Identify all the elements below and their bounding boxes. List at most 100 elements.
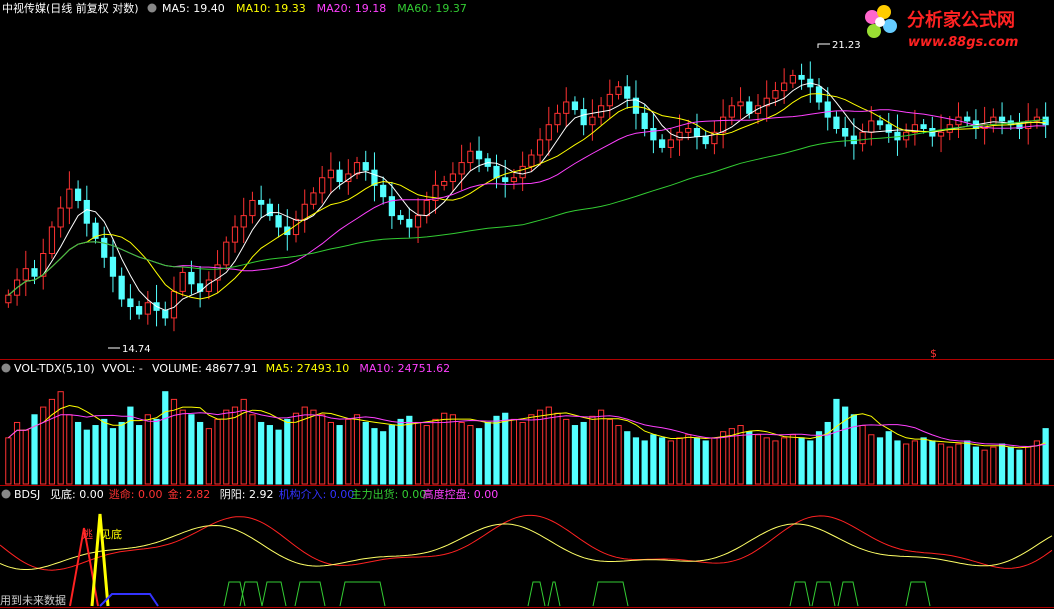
candle-body <box>702 135 709 145</box>
candle-body <box>92 222 99 239</box>
volume-bar <box>214 418 221 485</box>
candle-body <box>685 127 692 133</box>
volume-bar <box>868 434 875 485</box>
candle-body <box>990 116 997 126</box>
volume-bar <box>92 425 99 485</box>
volume-bar <box>179 409 186 485</box>
candle-body <box>911 124 919 133</box>
candle-body <box>458 162 465 175</box>
indicator-red-line <box>0 514 1053 571</box>
volume-bar <box>66 414 73 485</box>
volume-bar <box>929 440 936 485</box>
candle-body <box>170 290 178 319</box>
volume-bar <box>702 440 709 485</box>
candle-body <box>74 188 82 201</box>
candle-body <box>423 199 430 217</box>
ma-legend-item-1: MA10: 19.33 <box>236 2 306 15</box>
ma-legend-item-3: MA60: 19.37 <box>397 2 467 15</box>
volume-bar <box>327 421 334 485</box>
candle-body <box>920 124 927 129</box>
volume-bar <box>40 406 47 485</box>
high-price-label: 21.23 <box>832 40 861 51</box>
volume-bar <box>397 418 404 485</box>
volume-bar <box>728 428 735 485</box>
ma5-line <box>8 82 1046 311</box>
volume-vvol: VVOL: - <box>102 362 143 375</box>
candle-body <box>824 101 831 118</box>
volume-ma-lines <box>8 404 1046 449</box>
volume-bar <box>859 425 866 485</box>
moving-average-lines <box>8 82 1046 311</box>
candle-body <box>650 127 657 141</box>
candle-body <box>475 150 483 160</box>
signal-marker: $ <box>930 347 937 360</box>
volume-bar <box>789 434 796 485</box>
main-force-trapezoid <box>547 581 561 607</box>
volume-bar <box>946 446 953 485</box>
candle-body <box>606 93 613 107</box>
candle-body <box>754 105 762 114</box>
volume-bar <box>571 425 579 485</box>
candle-body <box>658 139 666 148</box>
candle-body <box>580 109 587 126</box>
volume-bar <box>955 443 962 485</box>
volume-bar <box>981 449 988 485</box>
vol-settings-icon[interactable] <box>1 363 11 373</box>
volume-bar <box>563 418 570 485</box>
volume-bar <box>310 409 317 485</box>
volume-indicator-name: VOL-TDX(5,10) <box>14 362 95 375</box>
volume-bar <box>353 414 361 485</box>
volume-bar <box>31 414 38 485</box>
volume-bar <box>876 437 884 485</box>
candle-body <box>833 116 840 129</box>
candle-body <box>536 139 544 156</box>
volume-bar <box>990 446 997 485</box>
volume-bar <box>519 421 526 485</box>
candle-body <box>223 241 230 266</box>
indicator-legend-item-6: 高度控盘: 0.00 <box>423 487 499 501</box>
candle-body <box>615 86 622 95</box>
main-force-trapezoid <box>837 581 859 607</box>
volume-bar <box>754 434 762 485</box>
volume-bar <box>650 434 657 485</box>
ind-settings-icon[interactable] <box>1 489 11 499</box>
volume-bar <box>502 412 509 485</box>
volume-bar <box>266 425 273 485</box>
candle-body <box>998 116 1006 122</box>
candle-body <box>414 215 422 228</box>
volume-bar <box>284 418 291 485</box>
volume-bar <box>301 406 308 485</box>
candle-body <box>632 97 640 114</box>
volume-bar <box>720 431 727 485</box>
volume-bar <box>5 437 12 485</box>
indicator-legend-item-4: 机构介入: 0.00 <box>279 487 355 501</box>
candle-body <box>249 199 256 217</box>
candle-body <box>362 162 369 171</box>
volume-bar <box>22 429 29 485</box>
volume-bar <box>615 425 622 485</box>
volume-bar <box>1016 449 1023 485</box>
volume-bar <box>109 428 117 485</box>
volume-bar <box>380 431 387 485</box>
candle-body <box>441 181 448 186</box>
volume-bar <box>162 391 169 485</box>
volume-bar <box>231 406 239 485</box>
candle-body <box>842 127 849 137</box>
settings-icon[interactable] <box>147 3 157 13</box>
volume-bar <box>292 412 300 485</box>
main-force-trapezoid <box>294 581 326 607</box>
volume-bar <box>362 421 369 485</box>
volume-bar <box>441 412 448 485</box>
main-force-trapezoid <box>339 581 386 607</box>
indicator-legend-item-0: 见底: 0.00 <box>50 487 104 501</box>
volume-legend-item-0: VOLUME: 48677.91 <box>152 362 258 375</box>
main-force-trapezoid <box>261 581 287 607</box>
volume-bar <box>423 425 430 485</box>
price-panel: 21.23 14.74 $ <box>5 40 1049 360</box>
candle-body <box>545 124 552 141</box>
candle-body <box>162 309 169 319</box>
volume-legend: VOLUME: 48677.91 MA5: 27493.10 MA10: 24751… <box>152 362 450 375</box>
volume-bar <box>624 431 631 485</box>
volume-bar <box>658 437 666 485</box>
